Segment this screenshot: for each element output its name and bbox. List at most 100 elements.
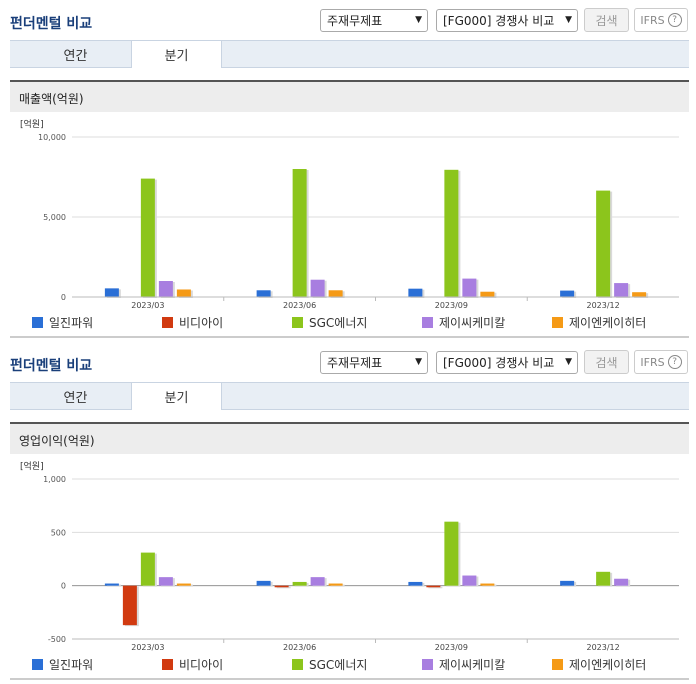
chart-subtitle: 영업이익(억원) xyxy=(10,422,689,454)
tab-quarterly[interactable]: 분기 xyxy=(131,382,222,410)
fundamental-section-2: 펀더멘털 비교 주재무제표 ▼ [FG000] 경쟁사 비교 ▼ 검색 IFRS… xyxy=(0,342,696,684)
bar xyxy=(614,578,629,586)
x-tick-label: 2023/03 xyxy=(131,643,164,652)
y-tick-label: 0 xyxy=(61,293,66,302)
revenue-chart: [억원] 0 5,000 10,000 2023/03 2023/06 2023/09 202… xyxy=(10,112,689,342)
bar xyxy=(104,583,119,586)
statement-select[interactable]: 주재무제표 ▼ xyxy=(320,351,428,374)
legend-swatch xyxy=(32,317,43,328)
period-tabs: 연간 분기 xyxy=(10,382,689,410)
bar xyxy=(408,288,423,297)
bar xyxy=(462,575,477,586)
bar xyxy=(176,583,191,586)
statement-select-value: 주재무제표 xyxy=(327,356,383,370)
search-button[interactable]: 검색 xyxy=(584,350,629,374)
chart-legend: 일진파워 비디아이 SGC에너지 제이씨케미칼 제이엔케이히터 xyxy=(10,656,689,674)
section-title: 펀더멘털 비교 xyxy=(10,358,93,374)
bar xyxy=(444,169,459,297)
legend-item[interactable]: 제이씨케미칼 xyxy=(422,656,505,673)
chevron-down-icon: ▼ xyxy=(415,15,422,25)
bar xyxy=(274,585,289,588)
x-tick-label: 2023/09 xyxy=(435,301,468,310)
tab-annual[interactable]: 연간 xyxy=(63,49,88,64)
section-title: 펀더멘털 비교 xyxy=(10,16,93,32)
operating-profit-chart-svg: [억원] -500 0 500 1,000 2023/03 2023/06 2023/09 20… xyxy=(20,460,679,652)
bar xyxy=(104,288,119,297)
bar xyxy=(596,190,611,297)
x-tick-label: 2023/09 xyxy=(435,643,468,652)
legend-swatch xyxy=(552,659,563,670)
bar xyxy=(560,580,575,586)
y-tick-label: 10,000 xyxy=(38,133,66,142)
legend-label: 제이씨케미칼 xyxy=(439,658,506,672)
chart-legend: 일진파워 비디아이 SGC에너지 제이씨케미칼 제이엔케이히터 xyxy=(10,314,689,332)
bar xyxy=(140,178,155,297)
y-tick-label: 0 xyxy=(61,582,66,591)
legend-item[interactable]: 비디아이 xyxy=(162,656,223,673)
compare-select[interactable]: [FG000] 경쟁사 비교 ▼ xyxy=(436,9,578,32)
bar xyxy=(426,585,441,588)
bar xyxy=(480,583,495,586)
compare-select-value: [FG000] 경쟁사 비교 xyxy=(443,14,555,28)
tab-annual[interactable]: 연간 xyxy=(63,391,88,406)
bar xyxy=(596,571,611,586)
legend-swatch xyxy=(422,659,433,670)
legend-item[interactable]: 비디아이 xyxy=(162,314,223,331)
statement-select[interactable]: 주재무제표 ▼ xyxy=(320,9,428,32)
legend-label: 제이엔케이히터 xyxy=(569,316,647,330)
compare-select-value: [FG000] 경쟁사 비교 xyxy=(443,356,555,370)
legend-label: SGC에너지 xyxy=(309,658,368,672)
legend-swatch xyxy=(552,317,563,328)
bar xyxy=(140,552,155,586)
legend-item[interactable]: 일진파워 xyxy=(32,656,93,673)
bar xyxy=(328,583,343,586)
y-unit-label: [억원] xyxy=(20,460,44,472)
legend-swatch xyxy=(292,659,303,670)
bar xyxy=(408,581,423,586)
bar xyxy=(462,278,477,297)
period-tabs: 연간 분기 xyxy=(10,40,689,68)
bar xyxy=(560,290,575,297)
fundamental-section-1: 펀더멘털 비교 주재무제표 ▼ [FG000] 경쟁사 비교 ▼ 검색 IFRS… xyxy=(0,0,696,342)
x-tick-label: 2023/06 xyxy=(283,301,316,310)
legend-item[interactable]: 일진파워 xyxy=(32,314,93,331)
legend-label: 비디아이 xyxy=(179,658,224,672)
bar xyxy=(158,577,173,586)
ifrs-button[interactable]: IFRS ? xyxy=(634,8,688,32)
bar-shadow xyxy=(428,586,443,589)
bar xyxy=(256,290,271,297)
y-tick-label: -500 xyxy=(48,635,66,644)
legend-swatch xyxy=(162,317,173,328)
ifrs-label: IFRS xyxy=(640,355,665,369)
legend-item[interactable]: 제이엔케이히터 xyxy=(552,314,646,331)
bar xyxy=(292,581,307,586)
bar xyxy=(614,283,629,297)
legend-label: 제이씨케미칼 xyxy=(439,316,506,330)
help-icon: ? xyxy=(667,355,682,369)
section-divider xyxy=(10,336,689,338)
tab-quarterly[interactable]: 분기 xyxy=(131,40,222,68)
bar xyxy=(256,580,271,586)
chevron-down-icon: ▼ xyxy=(565,15,572,25)
legend-item[interactable]: SGC에너지 xyxy=(292,314,367,331)
bar xyxy=(328,290,343,297)
section-header: 펀더멘털 비교 주재무제표 ▼ [FG000] 경쟁사 비교 ▼ 검색 IFRS… xyxy=(0,342,696,382)
bar xyxy=(176,289,191,297)
legend-item[interactable]: 제이씨케미칼 xyxy=(422,314,505,331)
y-tick-label: 500 xyxy=(51,528,66,537)
y-tick-label: 5,000 xyxy=(43,213,66,222)
legend-label: 비디아이 xyxy=(179,316,224,330)
legend-swatch xyxy=(292,317,303,328)
x-tick-label: 2023/03 xyxy=(131,301,164,310)
bar-shadow xyxy=(276,586,291,589)
ifrs-button[interactable]: IFRS ? xyxy=(634,350,688,374)
section-header: 펀더멘털 비교 주재무제표 ▼ [FG000] 경쟁사 비교 ▼ 검색 IFRS… xyxy=(0,0,696,40)
legend-item[interactable]: SGC에너지 xyxy=(292,656,367,673)
legend-item[interactable]: 제이엔케이히터 xyxy=(552,656,646,673)
compare-select[interactable]: [FG000] 경쟁사 비교 ▼ xyxy=(436,351,578,374)
y-tick-label: 1,000 xyxy=(43,475,66,484)
bar xyxy=(480,291,495,297)
x-tick-label: 2023/06 xyxy=(283,643,316,652)
search-button[interactable]: 검색 xyxy=(584,8,629,32)
legend-swatch xyxy=(162,659,173,670)
